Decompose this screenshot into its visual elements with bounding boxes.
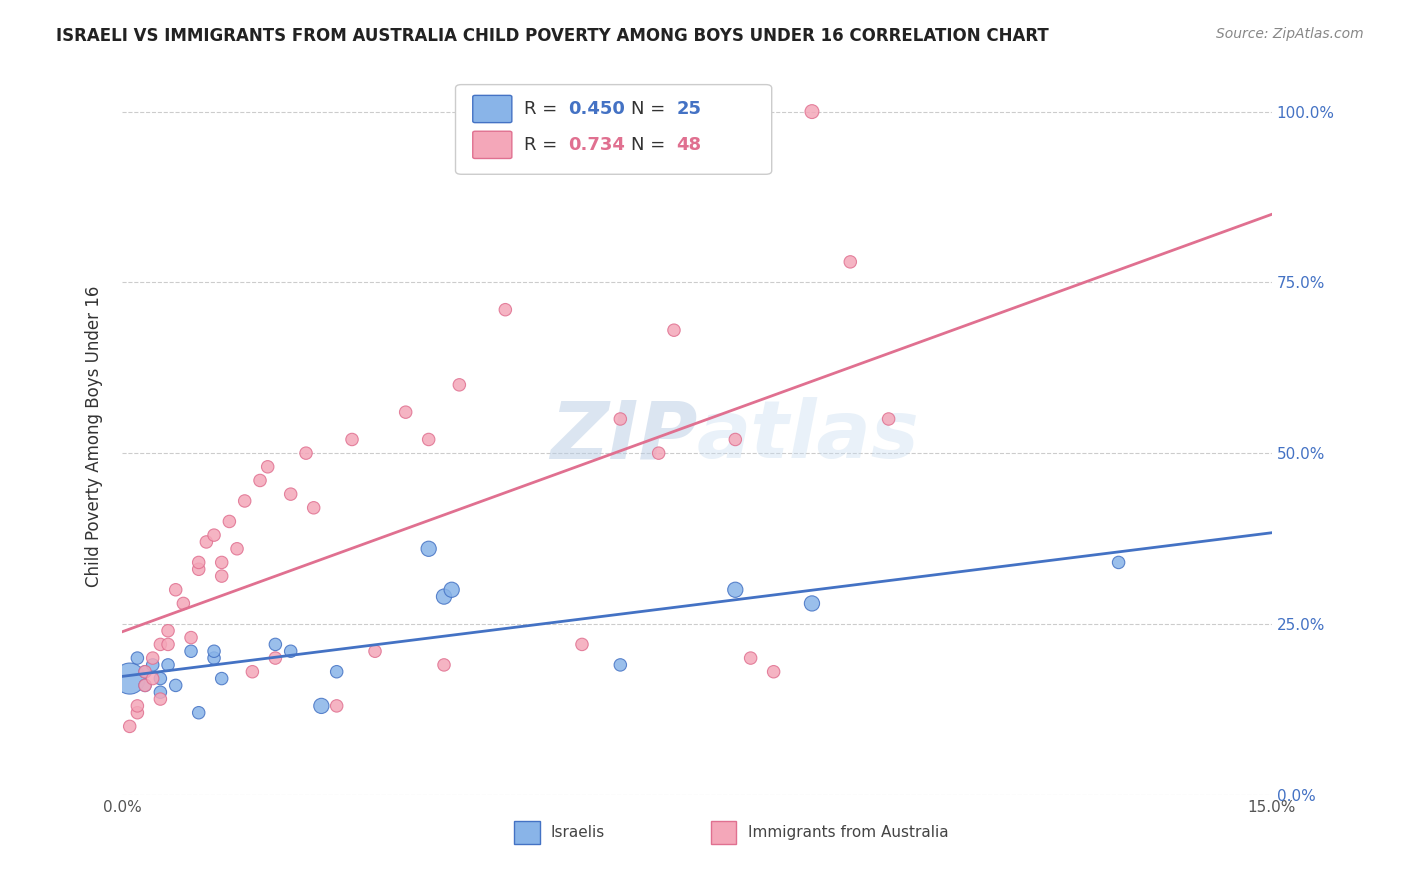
Point <box>418 433 440 447</box>
Point <box>325 665 347 679</box>
Point <box>149 685 172 699</box>
Point <box>142 672 165 686</box>
Text: R =: R = <box>524 136 564 153</box>
FancyBboxPatch shape <box>472 131 512 159</box>
Point <box>494 302 516 317</box>
Point <box>609 412 631 426</box>
Point <box>142 651 165 665</box>
Point <box>202 651 225 665</box>
Text: 25: 25 <box>676 100 702 118</box>
Text: Immigrants from Australia: Immigrants from Australia <box>748 825 948 840</box>
FancyBboxPatch shape <box>472 95 512 122</box>
Point <box>202 644 225 658</box>
Point <box>839 255 862 269</box>
Point <box>187 556 209 570</box>
Point <box>440 582 463 597</box>
Point <box>1108 556 1130 570</box>
Text: R =: R = <box>524 100 564 118</box>
Text: ISRAELI VS IMMIGRANTS FROM AUSTRALIA CHILD POVERTY AMONG BOYS UNDER 16 CORRELATI: ISRAELI VS IMMIGRANTS FROM AUSTRALIA CHI… <box>56 27 1049 45</box>
Point <box>157 637 180 651</box>
Point <box>233 494 256 508</box>
Point <box>340 433 363 447</box>
FancyBboxPatch shape <box>456 85 772 174</box>
Point <box>157 657 180 672</box>
Point <box>249 474 271 488</box>
Point <box>647 446 669 460</box>
Text: ZIP: ZIP <box>550 397 697 475</box>
Point <box>127 706 149 720</box>
Point <box>134 678 156 692</box>
Point <box>433 590 456 604</box>
Point <box>172 596 194 610</box>
Point <box>433 657 456 672</box>
Point <box>740 651 762 665</box>
Point <box>149 672 172 686</box>
Point <box>202 528 225 542</box>
Point <box>211 569 233 583</box>
Point <box>157 624 180 638</box>
Point <box>180 631 202 645</box>
Text: N =: N = <box>631 100 672 118</box>
Point <box>418 541 440 556</box>
Point <box>187 706 209 720</box>
Point <box>280 487 302 501</box>
Point <box>724 582 747 597</box>
Point <box>134 665 156 679</box>
Point <box>295 446 318 460</box>
Point <box>609 657 631 672</box>
Text: N =: N = <box>631 136 672 153</box>
Point <box>724 433 747 447</box>
Point <box>134 665 156 679</box>
Point <box>302 500 325 515</box>
Y-axis label: Child Poverty Among Boys Under 16: Child Poverty Among Boys Under 16 <box>86 285 103 587</box>
Point <box>762 665 785 679</box>
Point <box>142 657 165 672</box>
Point <box>187 562 209 576</box>
Text: atlas: atlas <box>697 397 920 475</box>
Text: 0.450: 0.450 <box>568 100 626 118</box>
Point <box>134 678 156 692</box>
Point <box>325 698 347 713</box>
Point <box>127 698 149 713</box>
Point <box>211 672 233 686</box>
Point <box>364 644 387 658</box>
Point <box>311 698 333 713</box>
Point <box>226 541 249 556</box>
Point <box>800 104 823 119</box>
Point <box>165 582 187 597</box>
Point <box>211 556 233 570</box>
Text: Source: ZipAtlas.com: Source: ZipAtlas.com <box>1216 27 1364 41</box>
Point <box>662 323 685 337</box>
Point <box>149 637 172 651</box>
Point <box>264 637 287 651</box>
Point <box>118 719 141 733</box>
Point <box>240 665 263 679</box>
Point <box>195 535 218 549</box>
Point <box>449 377 471 392</box>
Point <box>165 678 187 692</box>
Text: 0.734: 0.734 <box>568 136 626 153</box>
Point <box>264 651 287 665</box>
Point <box>395 405 418 419</box>
Point <box>149 692 172 706</box>
Point <box>571 637 593 651</box>
Point <box>218 515 240 529</box>
Point <box>256 459 278 474</box>
Text: 48: 48 <box>676 136 702 153</box>
Point <box>180 644 202 658</box>
Point <box>800 596 823 610</box>
Point <box>877 412 900 426</box>
Point <box>280 644 302 658</box>
Text: Israelis: Israelis <box>551 825 605 840</box>
Point <box>127 651 149 665</box>
Point <box>118 672 141 686</box>
